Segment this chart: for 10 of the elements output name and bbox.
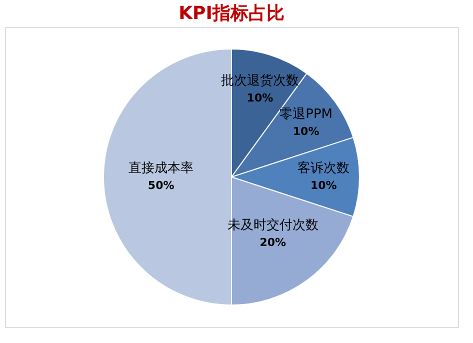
chart-title: KPI指标占比	[178, 3, 284, 24]
slice-label: 未及时交付次数	[227, 216, 318, 233]
slice-label: 零退PPM	[280, 106, 333, 122]
data-label: 10%	[246, 91, 274, 104]
data-label: 10%	[310, 179, 337, 192]
data-label: 50%	[148, 179, 174, 192]
slice-label: 客诉次数	[298, 160, 350, 176]
slice-label: 直接成本率	[128, 160, 194, 176]
data-label: 20%	[260, 236, 286, 249]
data-label: 10%	[292, 124, 320, 138]
